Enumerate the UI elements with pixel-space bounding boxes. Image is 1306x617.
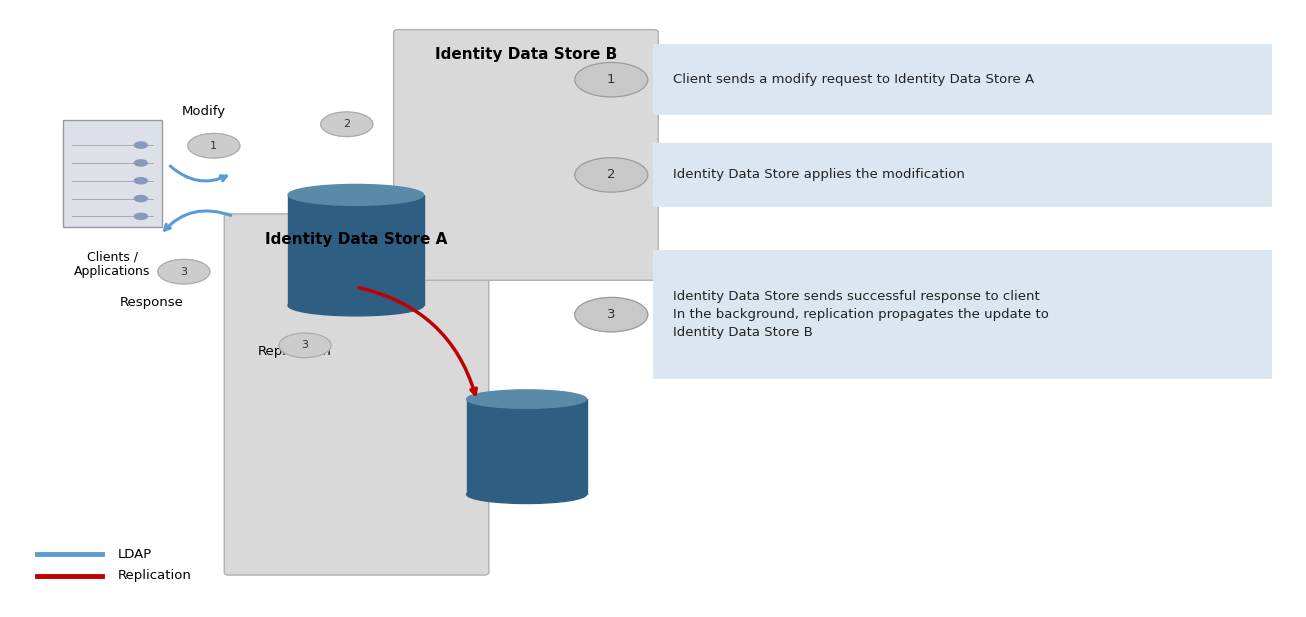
FancyBboxPatch shape	[653, 44, 1272, 115]
Text: Identity Data Store applies the modification: Identity Data Store applies the modifica…	[673, 168, 964, 181]
Circle shape	[135, 142, 148, 148]
FancyBboxPatch shape	[653, 250, 1272, 379]
Text: Modify: Modify	[182, 105, 226, 118]
Text: 3: 3	[607, 308, 615, 321]
FancyBboxPatch shape	[225, 214, 488, 575]
Text: Response: Response	[119, 296, 183, 309]
Text: 3: 3	[302, 341, 308, 350]
Text: 1: 1	[607, 73, 615, 86]
FancyBboxPatch shape	[653, 143, 1272, 207]
Text: Replication: Replication	[118, 569, 191, 582]
Circle shape	[135, 178, 148, 184]
Text: Replication: Replication	[257, 346, 332, 358]
FancyBboxPatch shape	[393, 30, 658, 280]
Text: 1: 1	[210, 141, 217, 151]
Ellipse shape	[289, 184, 423, 205]
Ellipse shape	[466, 485, 586, 503]
Text: LDAP: LDAP	[118, 548, 151, 561]
Circle shape	[575, 158, 648, 192]
Circle shape	[158, 259, 210, 284]
Text: Identity Data Store A: Identity Data Store A	[265, 232, 448, 247]
Circle shape	[135, 196, 148, 202]
FancyBboxPatch shape	[63, 120, 162, 227]
Circle shape	[321, 112, 372, 136]
Text: Client sends a modify request to Identity Data Store A: Client sends a modify request to Identit…	[673, 73, 1033, 86]
Text: Identity Data Store sends successful response to client
In the background, repli: Identity Data Store sends successful res…	[673, 290, 1049, 339]
Ellipse shape	[466, 390, 586, 408]
Circle shape	[279, 333, 332, 358]
Ellipse shape	[289, 295, 423, 316]
Text: 2: 2	[607, 168, 615, 181]
Circle shape	[575, 297, 648, 332]
Text: Identity Data Store B: Identity Data Store B	[435, 48, 616, 62]
Circle shape	[575, 62, 648, 97]
Bar	[289, 195, 423, 305]
Text: 2: 2	[343, 119, 350, 129]
Text: Clients /
Applications: Clients / Applications	[74, 250, 150, 278]
Circle shape	[188, 133, 240, 158]
Text: 3: 3	[180, 267, 187, 276]
Bar	[466, 399, 586, 494]
Circle shape	[135, 213, 148, 220]
Circle shape	[135, 160, 148, 166]
